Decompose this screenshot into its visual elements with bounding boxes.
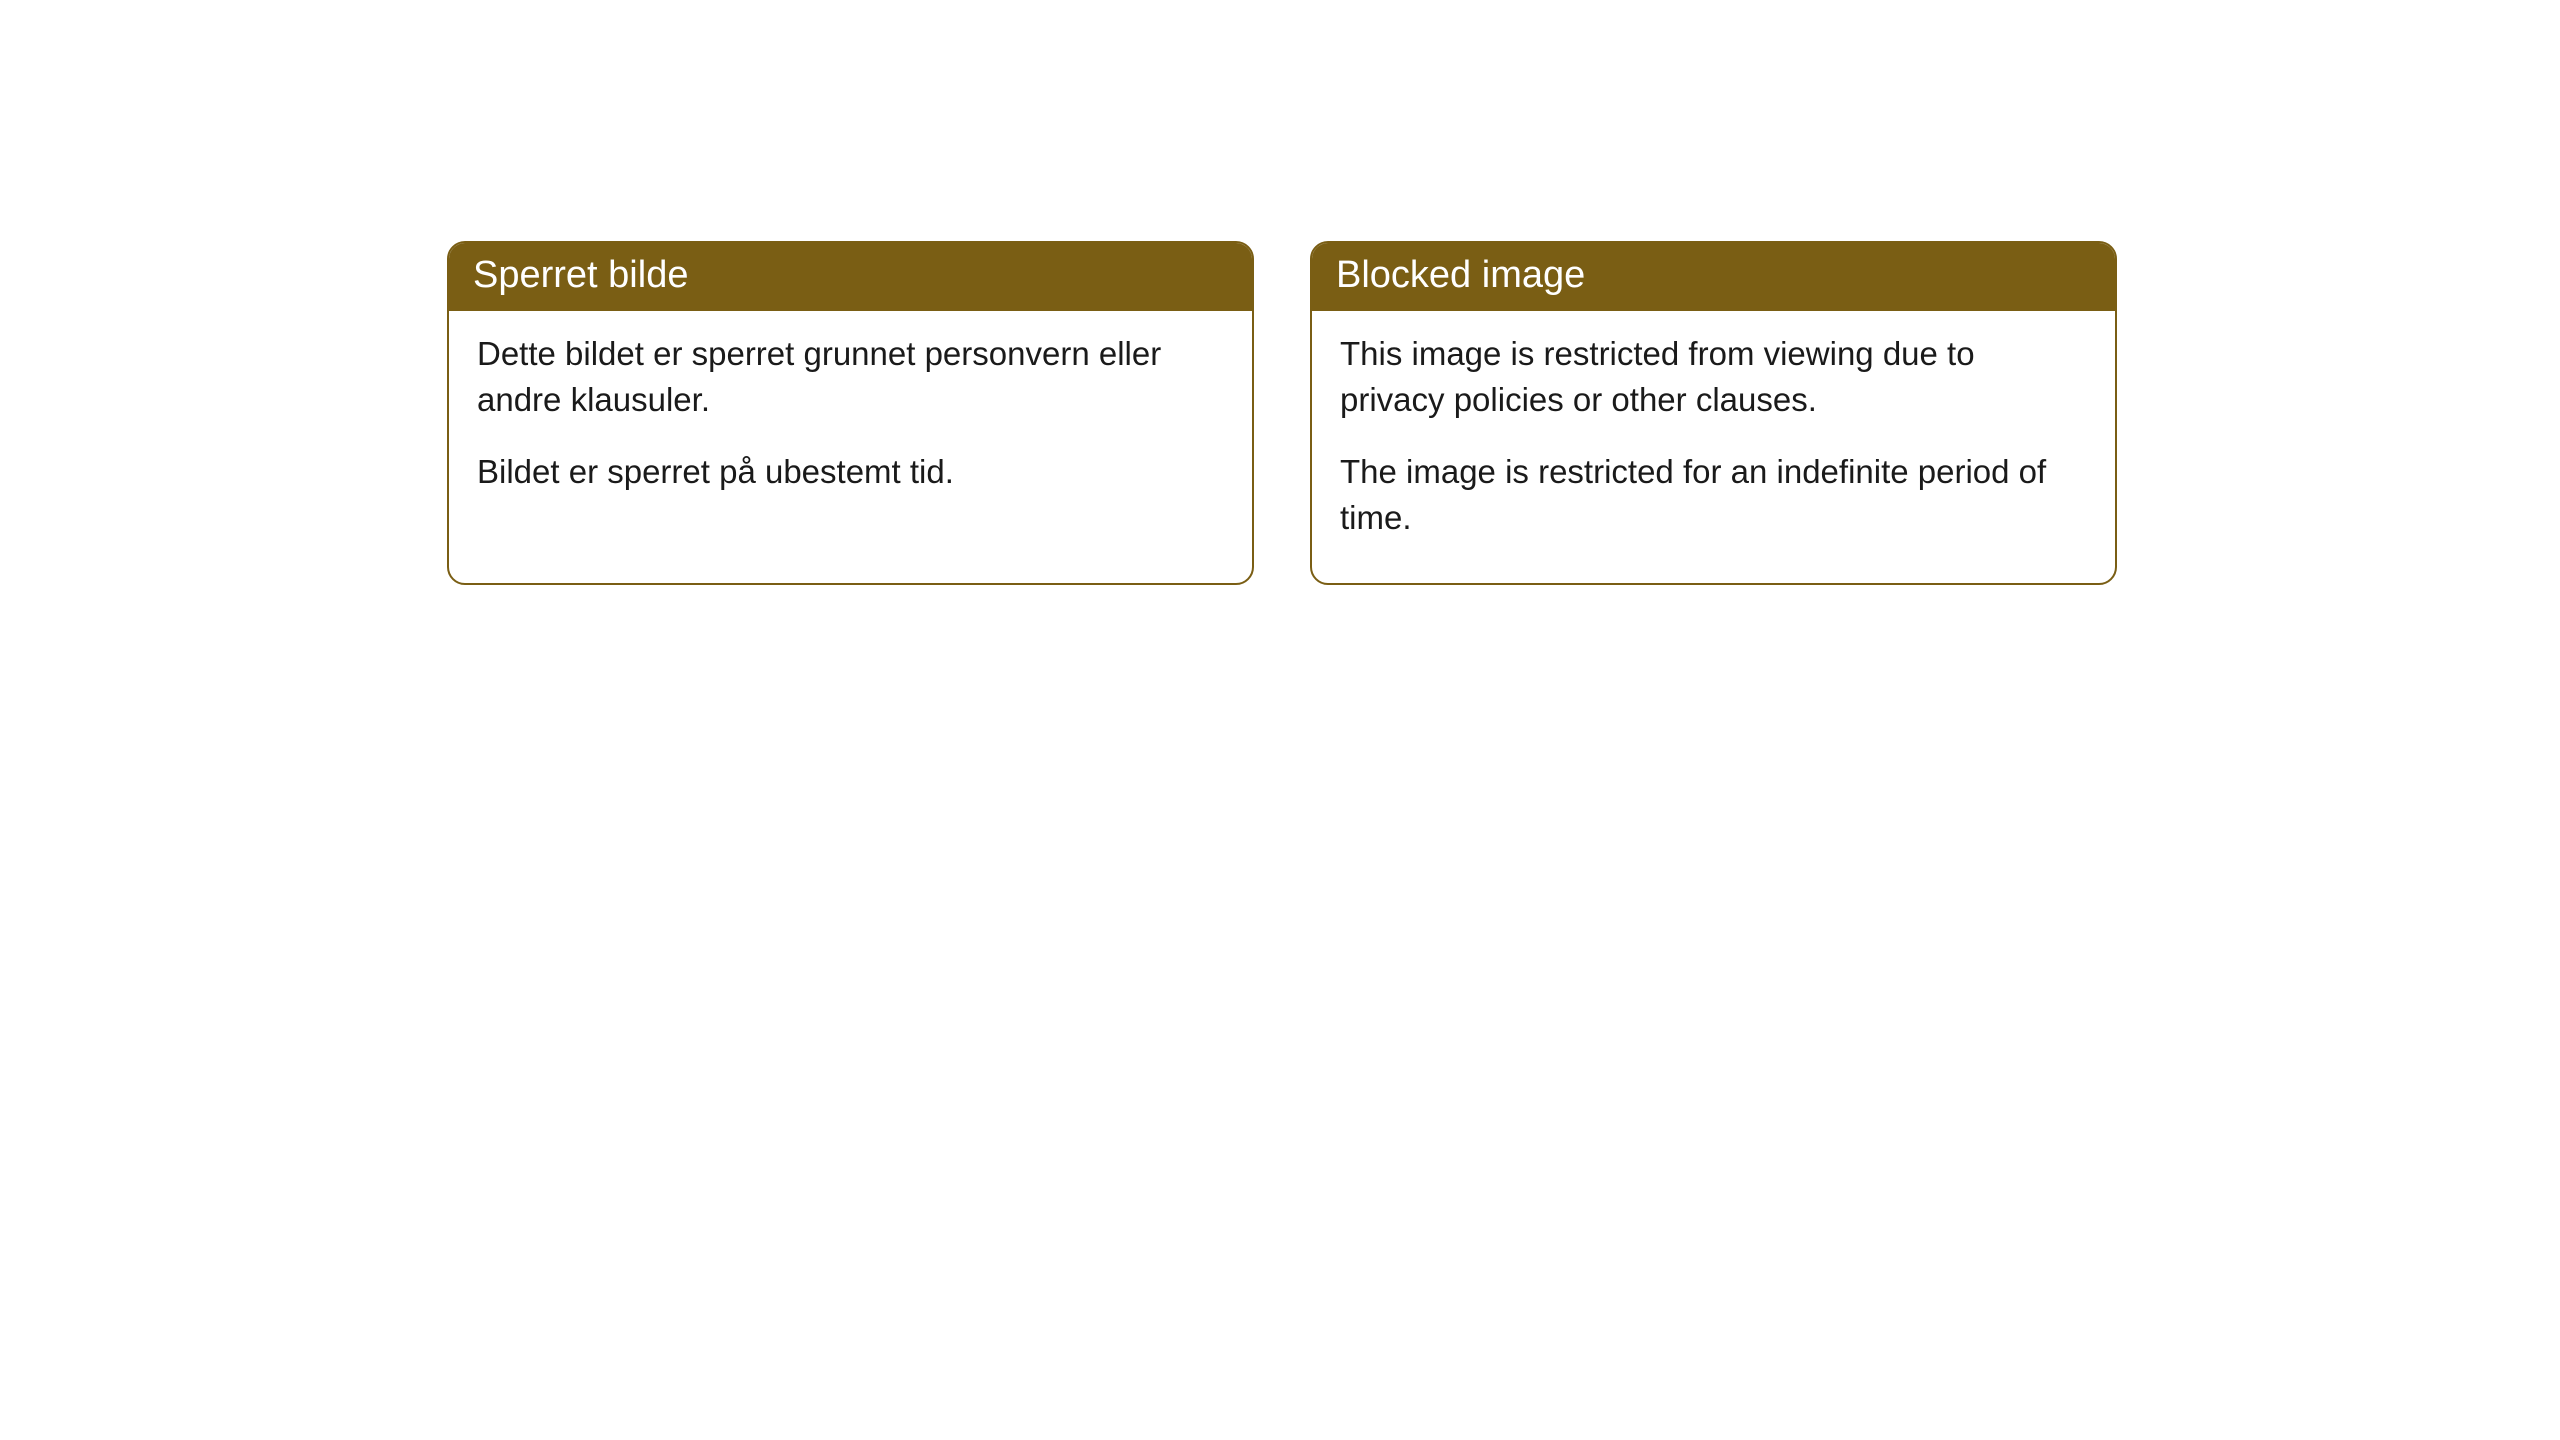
card-body: Dette bildet er sperret grunnet personve… [449,311,1252,538]
card-body: This image is restricted from viewing du… [1312,311,2115,584]
card-paragraph-1: This image is restricted from viewing du… [1340,331,2087,423]
card-paragraph-1: Dette bildet er sperret grunnet personve… [477,331,1224,423]
card-header: Sperret bilde [449,243,1252,311]
notice-card-norwegian: Sperret bilde Dette bildet er sperret gr… [447,241,1254,585]
notice-cards-container: Sperret bilde Dette bildet er sperret gr… [447,241,2117,585]
card-paragraph-2: Bildet er sperret på ubestemt tid. [477,449,1224,495]
card-paragraph-2: The image is restricted for an indefinit… [1340,449,2087,541]
card-header: Blocked image [1312,243,2115,311]
notice-card-english: Blocked image This image is restricted f… [1310,241,2117,585]
